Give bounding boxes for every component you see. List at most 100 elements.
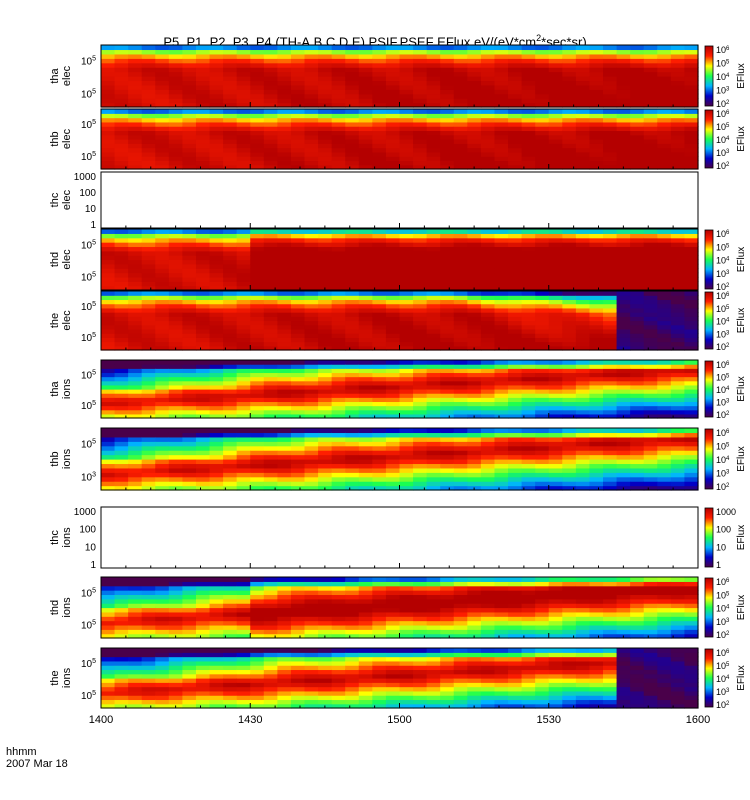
heat-cell — [182, 58, 197, 64]
heat-cell — [562, 409, 577, 415]
heat-cell — [195, 459, 211, 465]
heat-cell — [128, 368, 143, 374]
heat-cell — [141, 389, 156, 394]
heat-cell — [603, 89, 618, 95]
heat-cell — [345, 397, 360, 403]
heat-cell — [318, 665, 333, 671]
heat-cell — [508, 616, 523, 622]
heat-cell — [182, 134, 197, 140]
heat-cell — [385, 147, 401, 153]
heat-cell — [358, 272, 373, 278]
heat-cell — [331, 389, 346, 394]
heat-cell — [521, 102, 536, 108]
heat-cell — [440, 393, 455, 398]
heat-cell — [603, 67, 618, 73]
heat-cell — [630, 454, 645, 460]
heat-cell — [331, 360, 346, 365]
heat-cell — [562, 246, 577, 252]
heat-cell — [535, 445, 550, 451]
heat-cell — [372, 467, 387, 473]
heat-cell — [168, 113, 184, 119]
heat-cell — [168, 376, 184, 382]
heat-cell — [440, 49, 455, 55]
heat-cell — [413, 76, 428, 82]
heat-cell — [616, 372, 631, 378]
heat-cell — [358, 71, 373, 77]
heat-cell — [277, 673, 292, 679]
heat-cell — [385, 409, 401, 415]
heat-cell — [263, 320, 278, 326]
heat-cell — [385, 389, 401, 394]
heat-cell — [263, 62, 278, 68]
heat-cell — [182, 164, 197, 170]
heat-cell — [670, 476, 686, 482]
heat-cell — [385, 281, 401, 287]
heat-cell — [182, 463, 197, 469]
heat-cell — [657, 316, 672, 322]
heat-cell — [101, 89, 116, 95]
heat-cell — [562, 476, 577, 482]
heat-cell — [494, 255, 509, 261]
heat-cell — [155, 432, 170, 438]
heat-cell — [521, 272, 536, 278]
heat-cell — [670, 156, 686, 162]
heat-cell — [508, 364, 523, 369]
heat-cell — [290, 699, 306, 705]
heat-cell — [128, 364, 143, 369]
heat-cell — [101, 611, 116, 617]
heat-cell — [290, 481, 306, 487]
heat-cell — [643, 237, 658, 243]
heat-cell — [657, 89, 672, 95]
heat-cell — [304, 312, 319, 317]
heat-cell — [494, 389, 509, 394]
heat-cell — [290, 393, 306, 398]
heat-cell — [195, 436, 211, 442]
heat-cell — [426, 268, 441, 274]
heat-cell — [263, 134, 278, 140]
heat-cell — [372, 616, 387, 622]
heat-cell — [467, 246, 482, 252]
heat-cell — [413, 481, 428, 487]
heat-cell — [399, 156, 414, 162]
heat-cell — [480, 607, 496, 613]
heat-cell — [345, 603, 360, 609]
heat-cell — [290, 156, 306, 162]
heat-cell — [562, 467, 577, 473]
heat-cell — [603, 246, 618, 252]
heat-cell — [385, 432, 401, 438]
heat-cell — [209, 607, 224, 613]
heat-cell — [399, 669, 414, 675]
heat-cell — [114, 380, 129, 386]
heat-cell — [236, 291, 251, 296]
heat-cell — [304, 276, 319, 282]
heat-cell — [603, 303, 618, 309]
heat-cell — [168, 49, 184, 55]
heat-cell — [589, 337, 604, 343]
heat-cell — [277, 660, 292, 666]
heat-cell — [345, 233, 360, 239]
heat-cell — [657, 98, 672, 104]
heat-cell — [277, 345, 292, 351]
heat-cell — [141, 393, 156, 398]
heat-cell — [467, 607, 482, 613]
heat-cell — [657, 389, 672, 394]
heat-cell — [575, 117, 591, 123]
heat-cell — [413, 281, 428, 287]
y-tick-label: 105 — [81, 400, 96, 412]
heat-cell — [182, 337, 197, 343]
heat-cell — [453, 441, 468, 447]
heat-cell — [331, 656, 346, 662]
heat-cell — [263, 485, 278, 491]
heat-cell — [209, 577, 224, 582]
heat-cell — [155, 380, 170, 386]
heat-cell — [345, 633, 360, 639]
heat-cell — [589, 328, 604, 334]
heat-cell — [426, 139, 441, 144]
heat-cell — [114, 45, 129, 51]
heat-cell — [101, 690, 116, 696]
heat-cell — [304, 233, 319, 239]
heat-cell — [209, 467, 224, 473]
heat-cell — [535, 156, 550, 162]
heat-cell — [657, 139, 672, 144]
